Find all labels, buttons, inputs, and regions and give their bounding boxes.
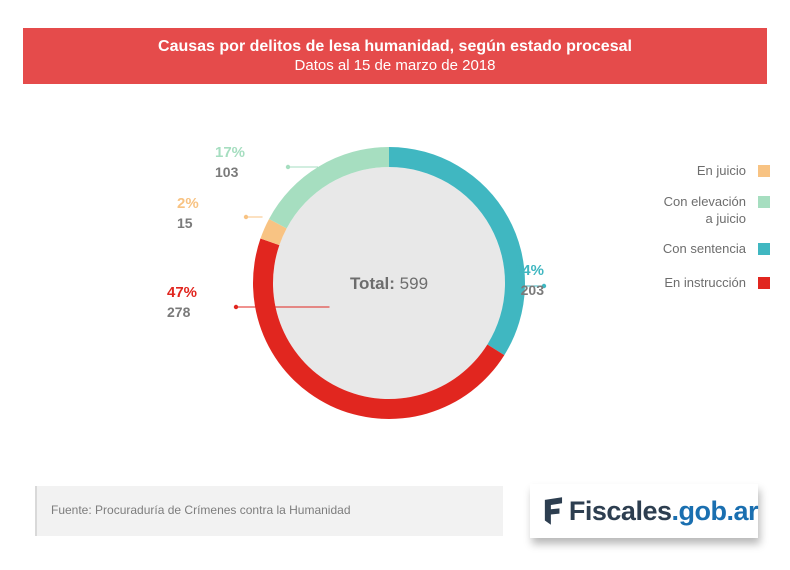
header-banner: Causas por delitos de lesa humanidad, se…	[23, 28, 767, 84]
legend-swatch	[758, 196, 770, 208]
percent-label-1: 47%	[167, 284, 197, 301]
brand-logo: Fiscales.gob.ar	[530, 484, 758, 538]
source-text: Fuente: Procuraduría de Crímenes contra …	[51, 503, 351, 517]
brand-name-a: Fiscales	[568, 495, 672, 526]
legend-label: Con sentencia	[616, 240, 746, 257]
legend-item-2: Con sentencia	[616, 240, 770, 257]
chart-subtitle: Datos al 15 de marzo de 2018	[294, 57, 496, 74]
slice-2	[260, 218, 287, 246]
slice-1	[252, 238, 505, 419]
brand-name: Fiscales.gob.ar	[568, 495, 759, 527]
total-label: Total: 599	[350, 274, 428, 293]
legend-label-line: a juicio	[705, 211, 746, 226]
percent-label-0: 34%	[514, 262, 544, 279]
legend-label-line: En juicio	[696, 163, 746, 178]
legend-label-line: Con sentencia	[662, 241, 746, 256]
percent-label-3: 17%	[215, 144, 245, 161]
slice-0	[389, 147, 525, 356]
count-label-3: 103	[215, 164, 239, 180]
total-label-key: Total:	[350, 274, 400, 293]
brand-name-b: .gob.ar	[671, 495, 758, 526]
legend-label-line: Con elevación	[663, 194, 746, 209]
legend-label-line: En instrucción	[664, 275, 746, 290]
legend-label: En instrucción	[616, 274, 746, 291]
legend-item-1: Con elevación a juicio	[616, 193, 770, 227]
legend-label: Con elevación a juicio	[616, 193, 746, 227]
legend-swatch	[758, 243, 770, 255]
chart-title: Causas por delitos de lesa humanidad, se…	[158, 38, 632, 55]
legend-swatch	[758, 165, 770, 177]
donut-center	[273, 167, 505, 399]
flag-icon	[544, 497, 563, 525]
total-label-value: 599	[400, 274, 428, 293]
connector-dot-1	[233, 304, 239, 310]
connector-dot-0	[541, 283, 547, 289]
legend-item-3: En instrucción	[616, 274, 770, 291]
source-box: Fuente: Procuraduría de Crímenes contra …	[35, 486, 503, 536]
connector-dot-3	[285, 164, 291, 170]
legend-swatch	[758, 277, 770, 289]
legend-item-0: En juicio	[616, 162, 770, 179]
count-label-1: 278	[167, 304, 191, 320]
legend-label: En juicio	[616, 162, 746, 179]
slice-3	[269, 147, 389, 229]
count-label-2: 15	[177, 215, 193, 231]
percent-label-2: 2%	[177, 195, 199, 212]
count-label-0: 203	[521, 282, 545, 298]
connector-dot-2	[243, 214, 249, 220]
